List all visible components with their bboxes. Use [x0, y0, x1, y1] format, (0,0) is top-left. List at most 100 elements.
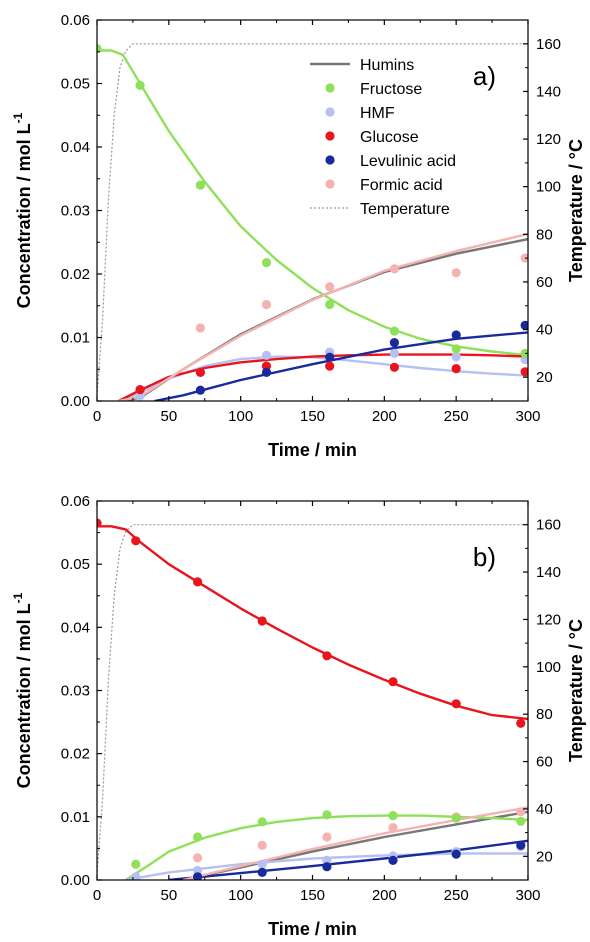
formic-data-point: [451, 268, 461, 278]
levulinic-data-point: [451, 849, 461, 859]
fructose-data-point: [451, 344, 461, 354]
y-axis-title-superscript: -1: [11, 112, 25, 123]
glucose-data-point: [388, 677, 398, 687]
formic-fit-line: [182, 806, 528, 880]
y2-tick-label: 120: [536, 131, 561, 148]
x-axis-title: Time / min: [268, 440, 357, 460]
plot-area: [97, 518, 528, 880]
temperature-line: [97, 43, 528, 397]
levulinic-data-point: [193, 872, 203, 880]
x-tick-label: 150: [300, 887, 325, 904]
y2-tick-label: 60: [536, 274, 553, 291]
temperature-line: [97, 524, 528, 876]
chart-panel-a: 0 50 100 150 200 250 300 0.00 0.01 0.02 0.03 0.04 0.…: [11, 12, 586, 460]
y2-tick-label: 20: [536, 369, 553, 386]
x-axis-title: Time / min: [268, 919, 357, 939]
hmf-data-point: [257, 859, 267, 869]
hmf-data-point: [261, 350, 272, 360]
x-tick-label: 50: [160, 887, 177, 904]
panel-label: b): [473, 542, 496, 572]
y-tick-label: 0.05: [61, 76, 90, 93]
legend: Humins Fructose HMF Glucose Levulinic acid Fo…: [310, 57, 456, 218]
hmf-data-point: [389, 348, 399, 358]
x-tick-label: 300: [515, 887, 540, 904]
levulinic-data-point: [261, 367, 272, 377]
formic-data-point: [261, 299, 272, 310]
hmf-data-point: [131, 872, 141, 880]
levulinic-data-point: [322, 862, 332, 872]
legend-label-glucose: Glucose: [360, 129, 419, 146]
y-tick-label: 0.00: [61, 872, 90, 889]
fructose-data-point: [195, 180, 205, 190]
legend-label-levulinic: Levulinic acid: [360, 153, 456, 170]
formic-data-point: [322, 832, 332, 842]
x-tick-label: 50: [160, 408, 177, 425]
levulinic-data-point: [451, 330, 461, 340]
formic-fit-line: [118, 232, 528, 401]
hmf-data-point: [451, 352, 461, 362]
fructose-data-point: [322, 810, 332, 820]
plot-area: [97, 43, 528, 401]
glucose-data-point: [520, 367, 528, 377]
y-tick-label: 0.01: [61, 330, 90, 347]
y2-tick-label: 80: [536, 706, 553, 723]
x-tick-label: 200: [372, 408, 397, 425]
legend-label-humins: Humins: [360, 57, 414, 74]
glucose-data-point: [516, 718, 526, 728]
y2-tick-label: 40: [536, 801, 553, 818]
y2-tick-label: 60: [536, 754, 553, 771]
formic-data-point: [389, 264, 399, 274]
y2-tick-label: 40: [536, 322, 553, 339]
y2-axis-title: Temperature / °C: [566, 619, 586, 762]
levulinic-fit-line: [168, 839, 528, 880]
x-tick-label: 250: [444, 408, 469, 425]
glucose-fit-line: [97, 525, 528, 721]
y-axis-title-text: Concentration / mol L: [14, 603, 34, 788]
x-tick-label: 100: [228, 408, 253, 425]
x-tick-label: 0: [93, 408, 101, 425]
fructose-data-point: [131, 859, 141, 869]
levulinic-data-point: [257, 867, 267, 878]
y2-tick-label: 20: [536, 848, 553, 865]
glucose-data-point: [451, 699, 461, 709]
levulinic-data-point: [520, 320, 528, 330]
legend-label-temperature: Temperature: [360, 201, 450, 218]
y-tick-label: 0.00: [61, 393, 90, 410]
glucose-data-point: [261, 361, 272, 371]
y2-tick-label: 100: [536, 179, 561, 196]
y2-tick-label: 120: [536, 611, 561, 628]
formic-data-point: [520, 253, 528, 263]
y-tick-label: 0.03: [61, 683, 90, 700]
legend-swatch-hmf: [325, 107, 335, 117]
x-tick-label: 250: [444, 887, 469, 904]
x-tick-label: 100: [228, 887, 253, 904]
y-axis-title-superscript: -1: [11, 592, 25, 603]
y-tick-label: 0.02: [61, 746, 90, 763]
glucose-data-point: [131, 536, 141, 546]
fructose-data-point: [257, 817, 267, 827]
fructose-data-point: [388, 811, 398, 821]
y2-tick-label: 140: [536, 564, 561, 581]
fructose-data-point: [135, 80, 145, 90]
formic-data-point: [195, 323, 205, 333]
hmf-data-point: [193, 865, 203, 876]
y-tick-label: 0.01: [61, 809, 90, 826]
y-tick-label: 0.06: [61, 12, 90, 29]
levulinic-data-point: [195, 385, 205, 395]
y2-tick-label: 160: [536, 517, 561, 534]
y-tick-label: 0.06: [61, 493, 90, 510]
y2-tick-label: 160: [536, 36, 561, 53]
legend-swatch-glucose: [325, 131, 335, 141]
x-tick-label: 300: [515, 408, 540, 425]
legend-label-hmf: HMF: [360, 105, 395, 122]
levulinic-data-point: [516, 840, 526, 850]
y-tick-label: 0.03: [61, 203, 90, 220]
y2-axis-title: Temperature / °C: [566, 139, 586, 282]
glucose-data-point: [257, 616, 267, 626]
fructose-data-point: [451, 813, 461, 823]
fructose-data-point: [97, 44, 102, 54]
fructose-data-point: [389, 326, 399, 336]
fructose-data-point: [520, 348, 528, 358]
formic-data-point: [325, 282, 335, 292]
